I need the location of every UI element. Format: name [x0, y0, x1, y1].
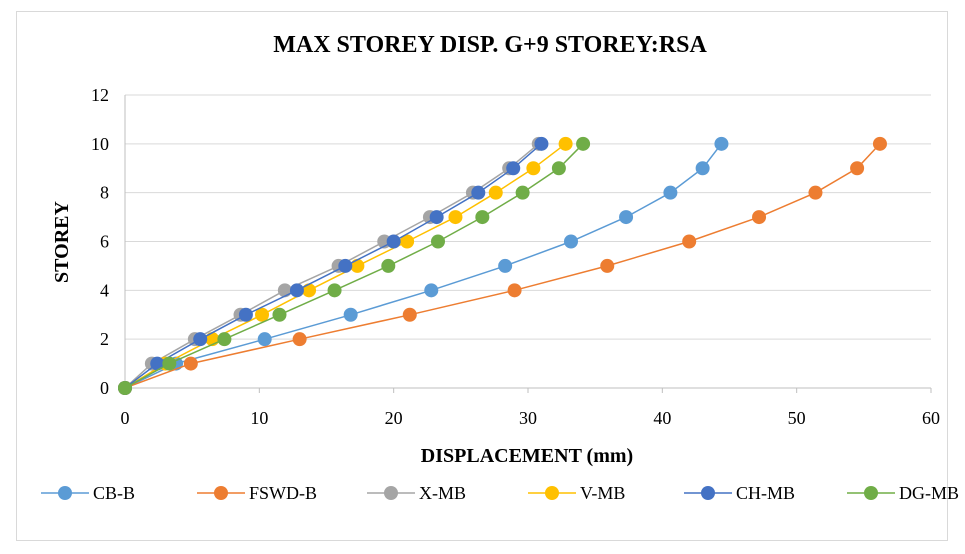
- data-point-fswd-b: [507, 283, 522, 298]
- data-point-ch-mb: [471, 185, 486, 200]
- legend-swatch-marker: [58, 486, 72, 500]
- legend-swatch-marker: [214, 486, 228, 500]
- data-point-cb-b: [663, 185, 678, 200]
- y-tick-label: 10: [91, 134, 109, 154]
- chart-frame: [16, 11, 948, 541]
- data-point-v-mb: [350, 258, 365, 273]
- legend-label: CB-B: [93, 483, 135, 503]
- data-point-dg-mb: [162, 356, 177, 371]
- series-x-mb: [118, 136, 546, 395]
- legend-item-fswd-b: FSWD-B: [197, 483, 317, 503]
- x-tick-label: 60: [922, 408, 940, 428]
- data-point-dg-mb: [551, 161, 566, 176]
- data-point-dg-mb: [217, 332, 232, 347]
- legend: CB-B FSWD-B X-MB V-MB CH-MB DG-MB: [41, 483, 959, 503]
- legend-item-x-mb: X-MB: [367, 483, 466, 503]
- legend-label: X-MB: [419, 483, 466, 503]
- axes: [124, 95, 932, 393]
- gridlines: [125, 94, 931, 340]
- data-point-cb-b: [695, 161, 710, 176]
- data-point-cb-b: [424, 283, 439, 298]
- data-point-cb-b: [714, 136, 729, 151]
- legend-swatch-marker: [384, 486, 398, 500]
- x-tick-label: 40: [653, 408, 671, 428]
- x-axis-title: DISPLACEMENT (mm): [421, 445, 633, 467]
- x-tick-label: 10: [250, 408, 268, 428]
- data-point-dg-mb: [475, 210, 490, 225]
- data-point-dg-mb: [515, 185, 530, 200]
- data-point-x-mb: [277, 283, 292, 298]
- y-tick-label: 2: [100, 329, 109, 349]
- data-point-cb-b: [619, 210, 634, 225]
- data-point-fswd-b: [850, 161, 865, 176]
- y-tick-label: 4: [100, 280, 109, 300]
- series-line-cb-b: [124, 143, 722, 389]
- series-cb-b: [118, 136, 729, 395]
- legend-item-v-mb: V-MB: [528, 483, 625, 503]
- data-point-dg-mb: [327, 283, 342, 298]
- data-point-dg-mb: [381, 258, 396, 273]
- series-dg-mb: [118, 136, 591, 395]
- data-point-v-mb: [448, 210, 463, 225]
- data-point-v-mb: [255, 307, 270, 322]
- data-point-cb-b: [257, 332, 272, 347]
- data-point-fswd-b: [752, 210, 767, 225]
- y-tick-label: 6: [100, 232, 109, 252]
- data-point-v-mb: [488, 185, 503, 200]
- data-point-ch-mb: [238, 307, 253, 322]
- legend-item-ch-mb: CH-MB: [684, 483, 795, 503]
- data-point-ch-mb: [193, 332, 208, 347]
- y-tick-label: 0: [100, 378, 109, 398]
- data-point-dg-mb: [430, 234, 445, 249]
- y-axis-title: STOREY: [51, 201, 73, 283]
- data-point-fswd-b: [292, 332, 307, 347]
- x-tick-label: 20: [385, 408, 403, 428]
- x-tick-label: 50: [788, 408, 806, 428]
- data-point-ch-mb: [150, 356, 165, 371]
- data-point-ch-mb: [506, 161, 521, 176]
- data-point-ch-mb: [289, 283, 304, 298]
- chart-title: MAX STOREY DISP. G+9 STOREY:RSA: [273, 32, 707, 58]
- data-point-dg-mb: [118, 381, 132, 395]
- x-tick-label: 30: [519, 408, 537, 428]
- legend-label: FSWD-B: [249, 483, 317, 503]
- data-point-ch-mb: [386, 234, 401, 249]
- legend-swatch-marker: [701, 486, 715, 500]
- legend-item-dg-mb: DG-MB: [847, 483, 959, 503]
- x-tick-labels: 0 10 20 30 40 50 60: [121, 408, 941, 428]
- legend-item-cb-b: CB-B: [41, 483, 135, 503]
- data-point-fswd-b: [183, 356, 198, 371]
- x-tick-label: 0: [121, 408, 130, 428]
- data-point-ch-mb: [534, 136, 549, 151]
- legend-swatch-marker: [864, 486, 878, 500]
- data-point-cb-b: [563, 234, 578, 249]
- data-point-v-mb: [302, 283, 317, 298]
- data-point-fswd-b: [682, 234, 697, 249]
- data-point-v-mb: [558, 136, 573, 151]
- data-point-ch-mb: [429, 210, 444, 225]
- data-point-dg-mb: [576, 136, 591, 151]
- data-point-fswd-b: [808, 185, 823, 200]
- y-tick-label: 12: [91, 85, 109, 105]
- data-point-ch-mb: [338, 258, 353, 273]
- series-ch-mb: [118, 136, 549, 395]
- legend-label: DG-MB: [899, 483, 959, 503]
- data-point-dg-mb: [272, 307, 287, 322]
- data-point-v-mb: [400, 234, 415, 249]
- data-point-v-mb: [526, 161, 541, 176]
- y-tick-labels: 0 2 4 6 8 10 12: [91, 85, 109, 398]
- legend-label: CH-MB: [736, 483, 795, 503]
- data-point-fswd-b: [402, 307, 417, 322]
- data-point-fswd-b: [872, 136, 887, 151]
- series-group: [118, 136, 887, 395]
- legend-label: V-MB: [580, 483, 625, 503]
- data-point-cb-b: [498, 258, 513, 273]
- y-tick-label: 8: [100, 183, 109, 203]
- data-point-cb-b: [343, 307, 358, 322]
- data-point-fswd-b: [600, 258, 615, 273]
- legend-swatch-marker: [545, 486, 559, 500]
